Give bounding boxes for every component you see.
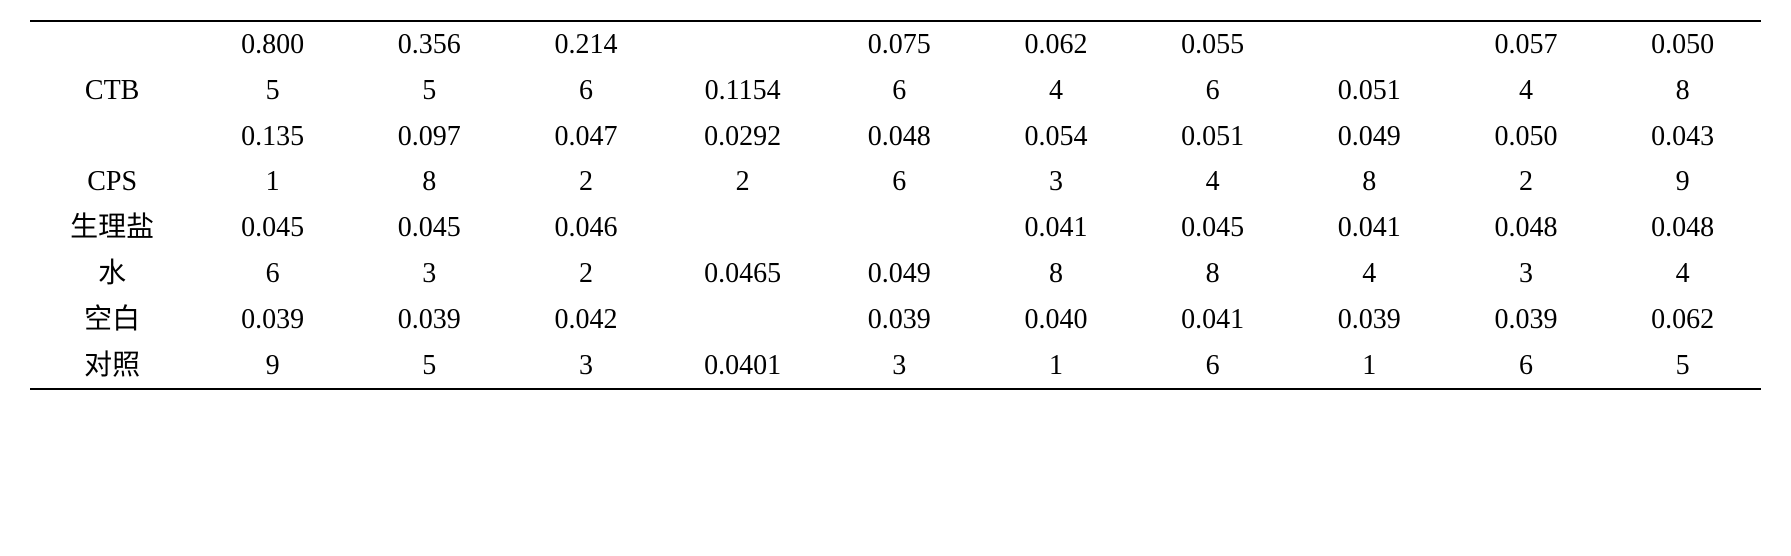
table-cell: 0.047 (508, 114, 665, 160)
table-cell (664, 205, 821, 251)
table-cell: 6 (821, 68, 978, 114)
table-cell: 0.057 (1448, 21, 1605, 68)
table-cell: 0.0401 (664, 343, 821, 390)
table-cell: 8 (1291, 159, 1448, 205)
table-cell: 0.046 (508, 205, 665, 251)
table-cell (1291, 21, 1448, 68)
table-cell: 0.214 (508, 21, 665, 68)
table-cell: 3 (1448, 251, 1605, 297)
row-label: 空白 (30, 297, 194, 343)
table-cell: 4 (1604, 251, 1761, 297)
table-cell: 8 (978, 251, 1135, 297)
row-label: 生理盐 (30, 205, 194, 251)
table-cell: 0.040 (978, 297, 1135, 343)
table-cell: 5 (351, 68, 508, 114)
table-cell: 4 (978, 68, 1135, 114)
table-cell: 0.050 (1604, 21, 1761, 68)
table-cell: 0.043 (1604, 114, 1761, 160)
table-cell: 4 (1448, 68, 1605, 114)
table-cell: 0.356 (351, 21, 508, 68)
table-cell: 0.0465 (664, 251, 821, 297)
table-row: 水 6 3 2 0.0465 0.049 8 8 4 3 4 (30, 251, 1761, 297)
table-cell: 6 (508, 68, 665, 114)
table-cell: 0.051 (1134, 114, 1291, 160)
table-cell: 0.048 (821, 114, 978, 160)
table-cell: 0.050 (1448, 114, 1605, 160)
table-cell: 0.062 (978, 21, 1135, 68)
table-cell: 2 (508, 159, 665, 205)
table-cell: 3 (978, 159, 1135, 205)
table-cell: 0.039 (1448, 297, 1605, 343)
table-cell: 0.135 (194, 114, 351, 160)
table-cell: 0.800 (194, 21, 351, 68)
table-cell: 0.039 (821, 297, 978, 343)
table-cell: 0.045 (1134, 205, 1291, 251)
table-cell: 0.041 (1291, 205, 1448, 251)
table-cell: 4 (1134, 159, 1291, 205)
table-cell: 0.048 (1448, 205, 1605, 251)
table-cell: 0.097 (351, 114, 508, 160)
table-cell: 0.039 (194, 297, 351, 343)
table-row: CPS 1 8 2 2 6 3 4 8 2 9 (30, 159, 1761, 205)
table-cell: 1 (194, 159, 351, 205)
table-cell: 0.075 (821, 21, 978, 68)
table-cell: 0.039 (1291, 297, 1448, 343)
table-cell: 8 (1604, 68, 1761, 114)
table-row: 对照 9 5 3 0.0401 3 1 6 1 6 5 (30, 343, 1761, 390)
table-cell: 0.062 (1604, 297, 1761, 343)
table-cell: 0.1154 (664, 68, 821, 114)
table-cell: 0.054 (978, 114, 1135, 160)
row-label: 水 (30, 251, 194, 297)
row-label (30, 114, 194, 160)
table-cell: 3 (821, 343, 978, 390)
table-cell: 0.049 (1291, 114, 1448, 160)
data-table: 0.800 0.356 0.214 0.075 0.062 0.055 0.05… (30, 20, 1761, 390)
table-row: 0.135 0.097 0.047 0.0292 0.048 0.054 0.0… (30, 114, 1761, 160)
table-cell: 0.045 (351, 205, 508, 251)
row-label: CTB (30, 68, 194, 114)
table-cell: 6 (1448, 343, 1605, 390)
row-label (30, 21, 194, 68)
table-cell (821, 205, 978, 251)
table-cell: 3 (508, 343, 665, 390)
table-cell: 0.048 (1604, 205, 1761, 251)
table-cell: 0.041 (978, 205, 1135, 251)
table-cell: 0.055 (1134, 21, 1291, 68)
table-cell: 2 (664, 159, 821, 205)
table-body: 0.800 0.356 0.214 0.075 0.062 0.055 0.05… (30, 21, 1761, 389)
table-row: 空白 0.039 0.039 0.042 0.039 0.040 0.041 0… (30, 297, 1761, 343)
row-label: 对照 (30, 343, 194, 390)
table-cell: 0.042 (508, 297, 665, 343)
table-cell (664, 297, 821, 343)
table-cell: 0.041 (1134, 297, 1291, 343)
table-cell: 0.045 (194, 205, 351, 251)
table-cell: 3 (351, 251, 508, 297)
table-cell: 6 (1134, 343, 1291, 390)
table-cell: 0.049 (821, 251, 978, 297)
table-cell: 5 (1604, 343, 1761, 390)
table-row: CTB 5 5 6 0.1154 6 4 6 0.051 4 8 (30, 68, 1761, 114)
table-cell: 0.039 (351, 297, 508, 343)
table-cell: 2 (508, 251, 665, 297)
table-cell: 4 (1291, 251, 1448, 297)
table-row: 生理盐 0.045 0.045 0.046 0.041 0.045 0.041 … (30, 205, 1761, 251)
row-label: CPS (30, 159, 194, 205)
table-cell: 9 (194, 343, 351, 390)
table-cell: 8 (1134, 251, 1291, 297)
table-cell (664, 21, 821, 68)
table-cell: 0.0292 (664, 114, 821, 160)
table-cell: 6 (821, 159, 978, 205)
table-cell: 8 (351, 159, 508, 205)
table-row: 0.800 0.356 0.214 0.075 0.062 0.055 0.05… (30, 21, 1761, 68)
table-cell: 6 (194, 251, 351, 297)
table-cell: 1 (1291, 343, 1448, 390)
table-cell: 1 (978, 343, 1135, 390)
table-cell: 2 (1448, 159, 1605, 205)
table-cell: 0.051 (1291, 68, 1448, 114)
table-cell: 5 (351, 343, 508, 390)
table-cell: 5 (194, 68, 351, 114)
table-cell: 6 (1134, 68, 1291, 114)
table-cell: 9 (1604, 159, 1761, 205)
